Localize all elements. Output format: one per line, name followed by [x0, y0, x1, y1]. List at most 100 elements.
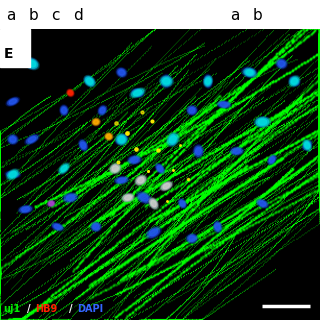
Ellipse shape [8, 170, 18, 179]
Text: c: c [51, 8, 60, 23]
Ellipse shape [268, 156, 276, 164]
Ellipse shape [256, 199, 268, 208]
Ellipse shape [204, 76, 212, 87]
Bar [0, 29, 30, 67]
Ellipse shape [18, 205, 33, 213]
Ellipse shape [9, 99, 16, 104]
Ellipse shape [78, 139, 88, 151]
Ellipse shape [133, 90, 142, 96]
Ellipse shape [100, 108, 105, 113]
Ellipse shape [133, 89, 142, 96]
Ellipse shape [289, 76, 300, 87]
Ellipse shape [9, 172, 17, 176]
Ellipse shape [246, 70, 253, 75]
Ellipse shape [161, 182, 172, 190]
Ellipse shape [105, 133, 113, 140]
Ellipse shape [80, 140, 87, 150]
Ellipse shape [63, 193, 78, 203]
Ellipse shape [60, 105, 68, 116]
Ellipse shape [115, 134, 128, 145]
Ellipse shape [81, 142, 86, 148]
Ellipse shape [48, 201, 54, 206]
Ellipse shape [220, 102, 228, 107]
Text: b: b [253, 8, 262, 23]
Ellipse shape [5, 171, 20, 178]
Ellipse shape [114, 176, 129, 184]
Ellipse shape [116, 68, 127, 77]
Ellipse shape [149, 229, 158, 236]
Ellipse shape [242, 67, 257, 78]
Ellipse shape [116, 135, 127, 144]
Ellipse shape [118, 137, 125, 142]
Ellipse shape [92, 118, 100, 126]
Ellipse shape [26, 59, 38, 68]
Ellipse shape [163, 78, 170, 84]
Ellipse shape [259, 119, 266, 125]
Ellipse shape [54, 225, 61, 229]
Ellipse shape [188, 235, 196, 242]
Ellipse shape [29, 61, 35, 67]
Ellipse shape [258, 200, 267, 207]
Ellipse shape [163, 183, 170, 188]
Ellipse shape [25, 134, 39, 145]
Ellipse shape [233, 149, 241, 153]
Ellipse shape [25, 58, 39, 70]
Ellipse shape [194, 146, 203, 156]
Ellipse shape [155, 163, 165, 174]
Ellipse shape [148, 228, 160, 237]
Ellipse shape [256, 118, 269, 126]
Ellipse shape [64, 194, 76, 202]
Ellipse shape [110, 164, 120, 173]
Ellipse shape [27, 59, 37, 68]
Ellipse shape [117, 68, 126, 76]
Ellipse shape [28, 137, 36, 142]
Ellipse shape [6, 97, 20, 106]
Ellipse shape [131, 157, 138, 162]
Ellipse shape [213, 221, 222, 233]
Ellipse shape [302, 140, 312, 150]
Ellipse shape [93, 224, 99, 229]
Ellipse shape [84, 76, 95, 87]
Ellipse shape [161, 182, 172, 190]
Ellipse shape [112, 166, 118, 172]
Ellipse shape [123, 194, 133, 201]
Text: HB9: HB9 [35, 304, 58, 314]
Ellipse shape [180, 201, 185, 206]
Ellipse shape [84, 76, 95, 86]
Ellipse shape [276, 59, 287, 69]
Ellipse shape [166, 132, 180, 146]
Ellipse shape [193, 145, 204, 158]
Ellipse shape [140, 195, 148, 201]
Ellipse shape [136, 176, 146, 185]
Text: d: d [74, 8, 83, 23]
Text: /: / [27, 304, 31, 314]
Ellipse shape [159, 76, 173, 87]
Ellipse shape [196, 148, 201, 155]
Ellipse shape [204, 74, 212, 88]
Ellipse shape [244, 69, 255, 76]
Ellipse shape [149, 198, 158, 209]
Ellipse shape [130, 88, 146, 98]
Ellipse shape [6, 169, 19, 180]
Ellipse shape [9, 172, 16, 177]
Ellipse shape [243, 68, 256, 77]
Ellipse shape [162, 76, 171, 87]
Ellipse shape [85, 77, 94, 86]
Ellipse shape [187, 105, 197, 115]
Ellipse shape [164, 77, 169, 85]
Ellipse shape [9, 135, 17, 143]
Ellipse shape [99, 106, 106, 114]
Ellipse shape [118, 178, 125, 182]
Ellipse shape [204, 76, 212, 87]
Ellipse shape [217, 101, 231, 108]
Ellipse shape [269, 157, 275, 163]
Ellipse shape [52, 223, 64, 231]
Ellipse shape [124, 196, 132, 200]
Ellipse shape [244, 68, 256, 77]
Ellipse shape [292, 79, 297, 84]
Text: uj1: uj1 [3, 304, 20, 314]
Ellipse shape [20, 206, 31, 212]
Ellipse shape [188, 106, 196, 114]
Ellipse shape [268, 155, 276, 165]
Ellipse shape [129, 156, 140, 164]
